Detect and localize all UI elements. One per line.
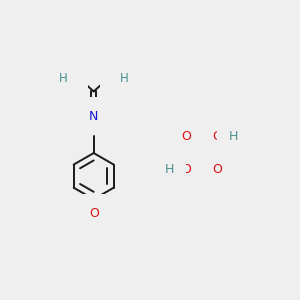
Text: H: H bbox=[58, 72, 67, 85]
Text: O: O bbox=[89, 207, 99, 220]
Text: H: H bbox=[229, 130, 239, 142]
Text: N: N bbox=[89, 110, 98, 123]
Text: N: N bbox=[112, 64, 122, 77]
Text: N: N bbox=[66, 64, 75, 77]
Text: H: H bbox=[164, 164, 174, 176]
Text: H: H bbox=[120, 72, 129, 85]
Text: H: H bbox=[120, 56, 129, 69]
Text: O: O bbox=[212, 164, 222, 176]
Text: H: H bbox=[58, 56, 67, 69]
Text: O: O bbox=[181, 164, 191, 176]
Text: O: O bbox=[181, 130, 191, 142]
Text: O: O bbox=[212, 130, 222, 142]
Text: S: S bbox=[197, 146, 206, 160]
